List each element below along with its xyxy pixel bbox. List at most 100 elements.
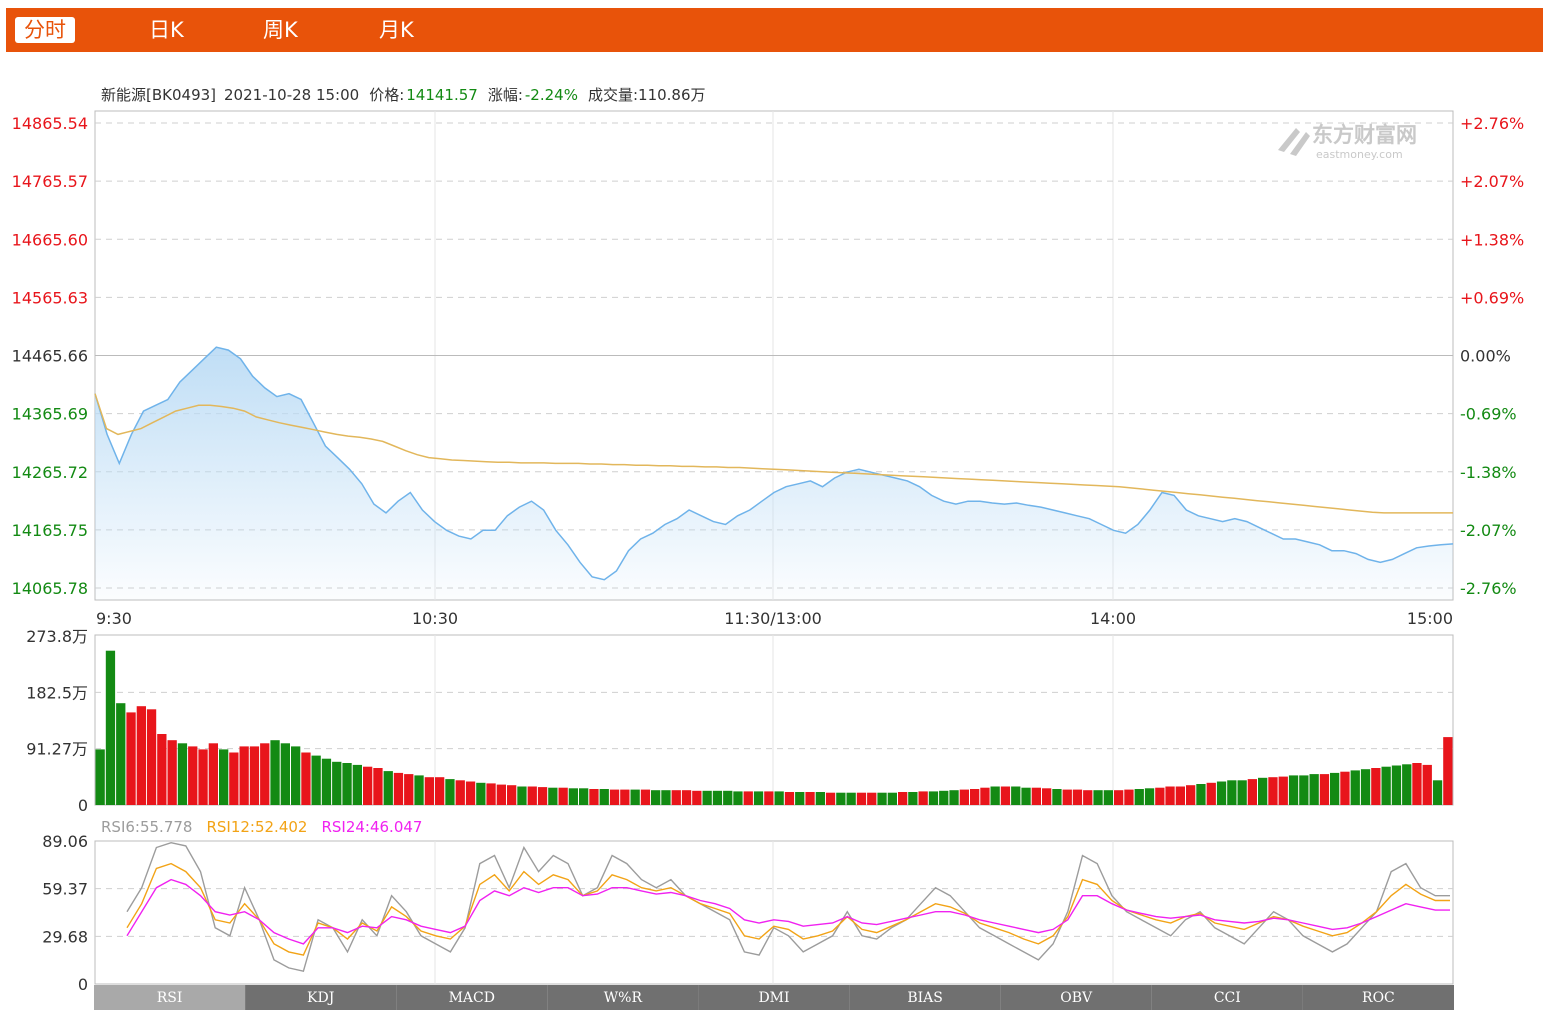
volume-bar xyxy=(465,781,476,805)
volume-bar xyxy=(856,792,867,805)
volume-bar xyxy=(661,790,671,805)
volume-bar xyxy=(681,790,692,805)
volume-bar xyxy=(95,749,105,805)
volume-bar xyxy=(445,779,455,805)
pct-y-tick: +1.38% xyxy=(1460,230,1524,249)
volume-bar xyxy=(774,791,784,805)
indicator-tab-roc[interactable]: ROC xyxy=(1302,985,1454,1010)
volume-bar xyxy=(949,790,959,805)
pct-y-tick: -2.76% xyxy=(1460,579,1517,598)
pct-y-tick: +2.76% xyxy=(1460,114,1524,133)
rsi-y-tick: 0 xyxy=(78,975,88,994)
price-y-tick: 14865.54 xyxy=(12,114,88,133)
volume-bar xyxy=(105,650,116,805)
pct-y-tick: 0.00% xyxy=(1460,347,1511,366)
indicator-tab-label: ROC xyxy=(1362,990,1395,1006)
volume-bar xyxy=(867,792,877,805)
indicator-tab-label: RSI xyxy=(157,990,183,1006)
price-y-tick: 14765.57 xyxy=(12,172,88,191)
volume-bar xyxy=(620,789,630,805)
volume-bar xyxy=(1093,790,1103,805)
volume-bar xyxy=(1000,786,1011,805)
rsi-y-tick: 59.37 xyxy=(42,880,88,899)
volume-bar xyxy=(1340,771,1350,805)
volume-bar xyxy=(342,763,352,805)
price-y-tick: 14465.66 xyxy=(12,347,88,366)
volume-y-tick: 273.8万 xyxy=(26,627,88,646)
volume-bar xyxy=(229,752,239,805)
indicator-tab-macd[interactable]: MACD xyxy=(396,985,548,1010)
pct-y-tick: +0.69% xyxy=(1460,288,1524,307)
volume-bar xyxy=(1072,789,1083,805)
volume-bar xyxy=(1360,769,1371,805)
volume-bar xyxy=(1134,789,1144,805)
rsi-legend: RSI6:55.778 RSI12:52.402 RSI24:46.047 xyxy=(101,818,422,836)
price-y-tick: 14165.75 xyxy=(12,521,88,540)
tab-monthly-k[interactable]: 月K xyxy=(379,18,414,42)
volume-panel: 273.8万 182.5万 91.27万 0 xyxy=(26,627,1454,815)
volume-bar xyxy=(1350,770,1360,805)
indicator-tab-bg xyxy=(1302,985,1454,1010)
volume-bar xyxy=(1412,763,1422,805)
rsi-line-rsi6 xyxy=(126,841,1450,973)
volume-bar xyxy=(1175,786,1185,805)
volume-bar xyxy=(887,792,897,805)
volume-bar xyxy=(1144,788,1155,805)
volume-bar xyxy=(455,780,465,805)
indicator-tab-wrr[interactable]: W%R xyxy=(547,985,699,1010)
indicator-tab-label: BIAS xyxy=(907,990,943,1006)
indicator-tab-bias[interactable]: BIAS xyxy=(849,985,1001,1010)
indicator-tab-bg xyxy=(849,985,1001,1010)
period-tab-bar: 分时 日K 周K 月K xyxy=(6,8,1543,52)
volume-bar xyxy=(825,792,836,805)
indicator-tab-kdj[interactable]: KDJ xyxy=(245,985,397,1010)
indicator-tab-obv[interactable]: OBV xyxy=(1000,985,1152,1010)
watermark-logo: 东方财富网 eastmoney.com xyxy=(1278,123,1417,161)
volume-bar xyxy=(558,787,568,805)
indicator-tab-cci[interactable]: CCI xyxy=(1151,985,1303,1010)
volume-bar xyxy=(280,743,290,805)
volume-bar xyxy=(1042,788,1052,805)
volume-bar xyxy=(1309,774,1319,805)
volume-bar xyxy=(1124,789,1134,805)
volume-bar xyxy=(548,787,558,805)
volume-bar xyxy=(301,752,311,805)
tab-daily-k[interactable]: 日K xyxy=(149,18,184,42)
indicator-tab-rsi[interactable]: RSI xyxy=(94,985,246,1010)
volume-bar xyxy=(219,749,229,805)
volume-bar xyxy=(435,777,445,805)
volume-bar xyxy=(651,790,661,805)
volume-bar xyxy=(723,790,733,805)
info-name: 新能源[BK0493] xyxy=(101,86,216,104)
volume-bar xyxy=(1391,765,1402,805)
volume-bar xyxy=(311,755,321,805)
volume-bar xyxy=(1288,775,1299,805)
tab-intraday[interactable]: 分时 xyxy=(15,17,75,43)
indicator-tab-bg xyxy=(396,985,548,1010)
indicator-tab-dmi[interactable]: DMI xyxy=(698,985,850,1010)
info-price: 14141.57 xyxy=(406,86,478,104)
volume-bar xyxy=(1103,790,1113,805)
tab-weekly-k[interactable]: 周K xyxy=(263,18,298,42)
volume-bar xyxy=(291,746,301,805)
indicator-tab-bg xyxy=(698,985,850,1010)
volume-bar xyxy=(476,782,486,805)
volume-bar xyxy=(177,743,188,805)
indicator-tab-bg xyxy=(1000,985,1152,1010)
volume-bar xyxy=(167,740,177,805)
volume-y-tick: 91.27万 xyxy=(26,740,88,759)
volume-bar xyxy=(928,791,939,805)
volume-bar xyxy=(157,734,167,805)
volume-bar xyxy=(414,775,424,805)
volume-bar xyxy=(784,792,795,805)
volume-bar xyxy=(537,787,548,805)
volume-bar xyxy=(1062,789,1072,805)
indicator-tab-bar: RSI KDJ MACD W%R DMI BIAS OBV CCI ROC xyxy=(94,985,1454,1010)
volume-bar xyxy=(702,790,712,805)
rsi-panel-frame xyxy=(94,840,1454,985)
time-x-tick: 15:00 xyxy=(1407,609,1453,628)
indicator-tab-label: KDJ xyxy=(307,990,334,1006)
volume-bar xyxy=(517,786,527,805)
volume-bar xyxy=(764,791,774,805)
volume-bar xyxy=(424,777,434,805)
